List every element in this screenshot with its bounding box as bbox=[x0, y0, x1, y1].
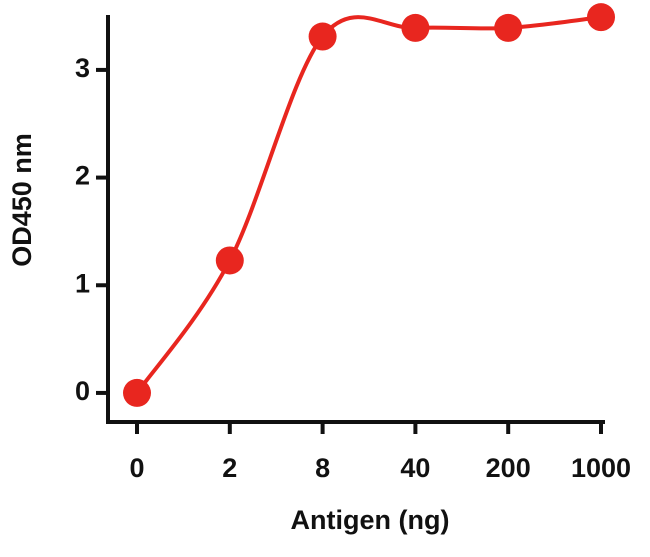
data-point bbox=[401, 13, 430, 42]
series-line bbox=[135, 15, 602, 395]
y-axis-title: OD450 nm bbox=[7, 133, 37, 267]
y-tick-label: 1 bbox=[75, 268, 90, 298]
x-axis-title: Antigen (ng) bbox=[291, 505, 450, 535]
x-tick-label: 0 bbox=[129, 453, 144, 483]
y-tick-label: 2 bbox=[75, 161, 90, 191]
y-tick-label: 0 bbox=[75, 376, 90, 406]
data-point bbox=[215, 246, 244, 275]
x-tick-label: 1000 bbox=[571, 453, 631, 483]
data-point bbox=[123, 378, 151, 407]
x-tick-label: 200 bbox=[486, 453, 531, 483]
data-point bbox=[494, 13, 523, 42]
y-tick-label: 3 bbox=[75, 53, 90, 83]
data-point bbox=[308, 22, 337, 51]
x-tick-label: 2 bbox=[222, 453, 237, 483]
x-tick-label: 8 bbox=[315, 453, 330, 483]
data-point bbox=[587, 3, 615, 32]
x-tick-label: 40 bbox=[400, 453, 430, 483]
